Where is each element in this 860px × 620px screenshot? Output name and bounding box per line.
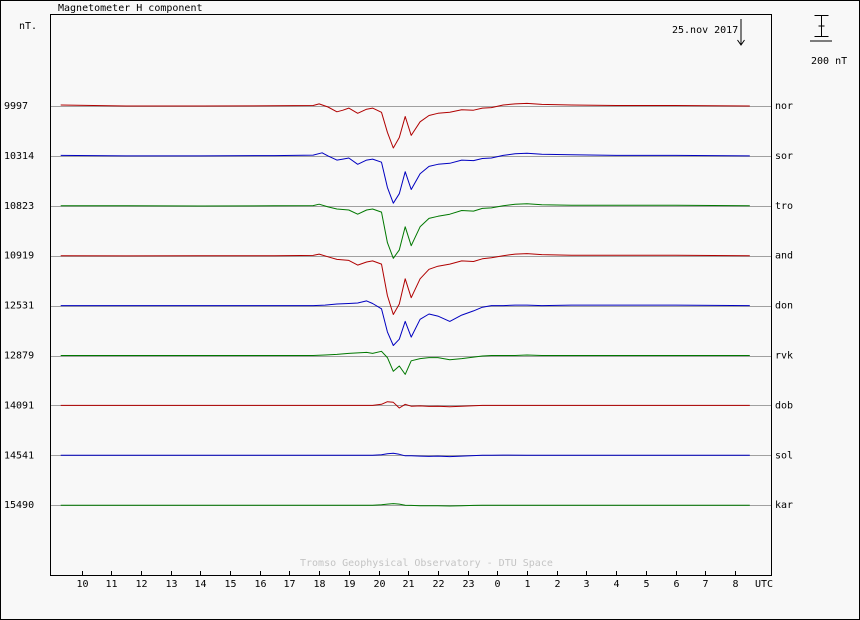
- station-label-and: and: [775, 251, 793, 262]
- trace-tro: [60, 203, 750, 259]
- x-tick-label-0: 0: [494, 579, 500, 590]
- x-tick-label-5: 5: [643, 579, 649, 590]
- x-tick-label-15: 15: [224, 579, 236, 590]
- y-axis-unit-label: nT.: [19, 21, 37, 32]
- baseline-value-nor: 9997: [4, 101, 28, 112]
- station-label-rvk: rvk: [775, 351, 793, 362]
- x-tick-label-7: 7: [702, 579, 708, 590]
- trace-dob: [60, 401, 750, 409]
- x-tick-label-16: 16: [254, 579, 266, 590]
- plot-area-frame: [50, 14, 772, 576]
- x-tick-label-1: 1: [524, 579, 530, 590]
- baseline-value-tro: 10823: [4, 201, 34, 212]
- credit-text: Tromso Geophysical Observatory - DTU Spa…: [300, 558, 553, 569]
- x-tick-label-3: 3: [583, 579, 589, 590]
- x-tick-label-17: 17: [283, 579, 295, 590]
- x-tick-label-19: 19: [343, 579, 355, 590]
- baseline-value-don: 12531: [4, 301, 34, 312]
- x-tick-label-10: 10: [76, 579, 88, 590]
- trace-kar: [60, 503, 750, 507]
- station-label-kar: kar: [775, 500, 793, 511]
- traces: [60, 102, 750, 507]
- x-tick-label-13: 13: [165, 579, 177, 590]
- x-tick-label-4: 4: [613, 579, 619, 590]
- chart-title: Magnetometer H component: [58, 3, 203, 14]
- x-axis-label: UTC: [755, 579, 773, 590]
- baseline-labels: 9997 10314 10823 10919 12531 12879 14091 14541 1…: [4, 101, 34, 511]
- x-tick-label-11: 11: [105, 579, 117, 590]
- trace-nor: [60, 102, 750, 149]
- date-label: 25.nov 2017: [672, 25, 738, 36]
- baseline-value-rvk: 12879: [4, 351, 34, 362]
- station-label-nor: nor: [775, 101, 793, 112]
- scale-bar-label: 200 nT: [811, 56, 847, 67]
- x-tick-label-21: 21: [402, 579, 414, 590]
- date-arrow-icon: [737, 19, 745, 46]
- x-tick-label-8: 8: [732, 579, 738, 590]
- scale-bar: [810, 15, 832, 42]
- baseline-value-and: 10919: [4, 251, 34, 262]
- x-tick-label-18: 18: [313, 579, 325, 590]
- trace-sol: [60, 452, 750, 458]
- baseline-value-sol: 14541: [4, 450, 34, 461]
- station-label-don: don: [775, 301, 793, 312]
- station-labels: nor sor tro and don rvk dob sol kar: [775, 101, 793, 511]
- trace-don: [60, 300, 750, 346]
- baseline-value-sor: 10314: [4, 151, 34, 162]
- x-axis-tick-labels: 10 11 12 13 14 15 16 17 18 19 20 21 22 23 0 1 2 3 4 5 6 7 8: [76, 579, 738, 590]
- trace-and: [60, 253, 750, 315]
- station-label-sor: sor: [775, 151, 793, 162]
- x-tick-label-23: 23: [462, 579, 474, 590]
- x-tick-label-6: 6: [673, 579, 679, 590]
- trace-rvk: [60, 350, 750, 375]
- x-axis-ticks: [82, 571, 736, 575]
- x-tick-label-2: 2: [554, 579, 560, 590]
- x-tick-label-20: 20: [373, 579, 385, 590]
- baseline-value-dob: 14091: [4, 400, 34, 411]
- station-label-tro: tro: [775, 201, 793, 212]
- x-tick-label-12: 12: [135, 579, 147, 590]
- x-tick-label-14: 14: [194, 579, 206, 590]
- station-label-sol: sol: [775, 450, 793, 461]
- station-label-dob: dob: [775, 400, 793, 411]
- trace-sor: [60, 152, 750, 204]
- baseline-value-kar: 15490: [4, 500, 34, 511]
- x-tick-label-22: 22: [432, 579, 444, 590]
